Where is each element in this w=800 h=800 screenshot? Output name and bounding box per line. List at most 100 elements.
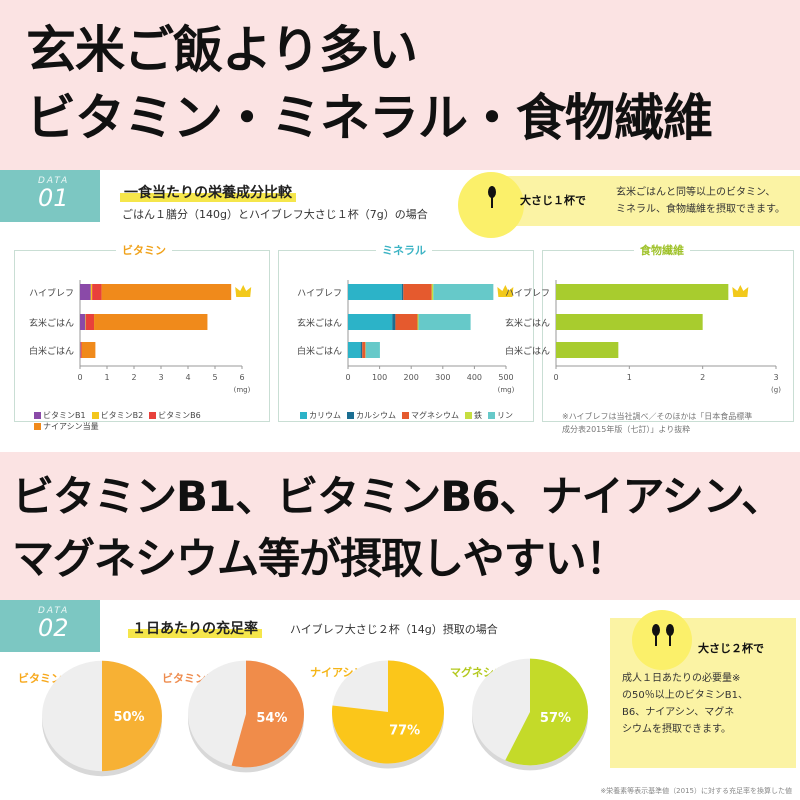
pie-slice	[505, 658, 588, 766]
badge-number: 02	[38, 614, 69, 642]
note-line: ※ハイブレフは当社調べ／そのほかは「日本食品標準	[562, 412, 753, 421]
x-tick-label: 0	[77, 373, 82, 382]
bar-segment	[85, 314, 86, 330]
legend-label: マグネシウム	[411, 411, 459, 420]
bar-segment	[348, 314, 393, 330]
legend-label: 鉄	[474, 411, 482, 420]
bar-segment	[365, 342, 380, 358]
bar-segment	[348, 342, 361, 358]
x-tick-label: 500	[498, 373, 513, 382]
bar-segment	[365, 342, 366, 358]
bar-segment	[80, 284, 91, 300]
bar-segment	[348, 284, 402, 300]
x-tick-label: 6	[239, 373, 244, 382]
category-label: 白米ごはん	[29, 345, 74, 357]
badge-label: DATA	[38, 176, 70, 186]
callout-line: 玄米ごはんと同等以上のビタミン、	[616, 187, 776, 198]
section1-subtitle: ごはん１膳分（140g）とハイブレフ大さじ１杯（7g）の場合	[122, 208, 428, 221]
pie-value-label: 77%	[389, 723, 420, 738]
data-01-panel: DATA 01 一食当たりの栄養成分比較 ごはん１膳分（140g）とハイブレフ大…	[0, 170, 800, 452]
bar-segment	[433, 284, 494, 300]
legend-item: カリウム	[300, 410, 341, 421]
fiber-chart-note: ※ハイブレフは当社調べ／そのほかは「日本食品標準 成分表2015年版（七訂）」よ…	[562, 410, 752, 436]
legend-item: カルシウム	[347, 410, 396, 421]
legend-label: リン	[497, 411, 513, 420]
bar-segment	[556, 342, 619, 358]
sufficiency-pie-charts: 50% 54% 77% 57%	[42, 658, 588, 777]
section1-spoon-label: 大さじ１杯で	[520, 194, 586, 207]
bar-segment	[360, 342, 363, 358]
x-tick-label: 2	[131, 373, 136, 382]
bar-segment	[92, 284, 102, 300]
bar-segment	[80, 342, 81, 358]
section1-callout	[480, 176, 800, 226]
mineral-chart-title: ミネラル	[376, 242, 432, 258]
data-01-badge: DATA 01	[0, 170, 100, 222]
data-02-badge: DATA 02	[0, 600, 100, 652]
x-axis-unit: (mg)	[498, 386, 515, 394]
category-label: ハイブレフ	[297, 287, 342, 299]
bar-segment	[81, 342, 96, 358]
bar-segment	[80, 314, 86, 330]
x-tick-label: 1	[104, 373, 109, 382]
legend-item: ビタミンB2	[91, 410, 144, 421]
bar-segment	[362, 342, 366, 358]
legend-swatch	[91, 412, 99, 419]
callout-line: シウムを摂取できます。	[622, 724, 731, 735]
callout-line: ミネラル、食物繊維を摂取できます。	[616, 204, 785, 215]
callout-line: 成人１日あたりの必要量※	[622, 673, 741, 684]
bar-segment	[556, 314, 703, 330]
legend-label: カリウム	[309, 411, 341, 420]
x-tick-label: 200	[404, 373, 419, 382]
x-axis-unit: (mg)	[234, 386, 251, 394]
category-label: 玄米ごはん	[505, 317, 550, 329]
category-label: 玄米ごはん	[297, 317, 342, 329]
bar-segment	[80, 342, 82, 358]
section2-callout-text: 成人１日あたりの必要量※ の50％以上のビタミンB1、 B6、ナイアシン、マグネ…	[622, 670, 748, 738]
bar-segment	[431, 284, 434, 300]
x-tick-label: 1	[627, 373, 632, 382]
crown-icon	[732, 285, 749, 297]
x-tick-label: 300	[435, 373, 450, 382]
bar-segment	[85, 314, 95, 330]
bar-segment	[417, 314, 419, 330]
legend-swatch	[34, 423, 41, 430]
x-tick-label: 3	[158, 373, 163, 382]
category-label: 玄米ごはん	[29, 317, 74, 329]
section2-spoon-label: 大さじ２杯で	[698, 642, 764, 655]
spoon-circle	[632, 610, 692, 670]
vitamin-chart-title: ビタミン	[116, 242, 172, 258]
bar-segment	[418, 314, 471, 330]
bar-segment	[401, 284, 404, 300]
pie-slice	[102, 660, 162, 772]
x-axis-unit: (g)	[771, 386, 781, 394]
spoon-icon	[652, 624, 660, 646]
legend-item: ビタミンB1	[34, 410, 86, 421]
category-label: 白米ごはん	[297, 345, 342, 357]
vitamin-legend: ビタミンB1 ビタミンB2 ビタミンB6 ナイアシン当量	[34, 410, 266, 432]
legend-label: カルシウム	[356, 411, 396, 420]
x-tick-label: 100	[372, 373, 387, 382]
headline-top-line1: 玄米ご飯より多い	[26, 21, 418, 79]
legend-label: ビタミンB1	[43, 411, 86, 420]
bar-segment	[90, 284, 93, 300]
category-label: ハイブレフ	[505, 287, 550, 299]
legend-item: マグネシウム	[402, 410, 459, 421]
pie-slice	[231, 660, 304, 768]
legend-swatch	[488, 412, 495, 419]
legend-label: ビタミンB2	[100, 411, 144, 420]
category-label: 白米ごはん	[505, 345, 550, 357]
x-tick-label: 400	[467, 373, 482, 382]
legend-swatch	[300, 412, 307, 419]
note-line: 成分表2015年版（七訂）」より抜粋	[562, 425, 691, 434]
spoon-icon	[666, 624, 674, 646]
pie-value-label: 50%	[113, 710, 144, 725]
headline-top-line2: ビタミン・ミネラル・食物繊維	[26, 89, 713, 147]
legend-swatch	[347, 412, 354, 419]
legend-label: ナイアシン当量	[43, 422, 99, 431]
legend-swatch	[34, 412, 41, 419]
bar-segment	[556, 284, 729, 300]
x-tick-label: 4	[185, 373, 190, 382]
section1-callout-text: 玄米ごはんと同等以上のビタミン、 ミネラル、食物繊維を摂取できます。	[616, 184, 785, 218]
